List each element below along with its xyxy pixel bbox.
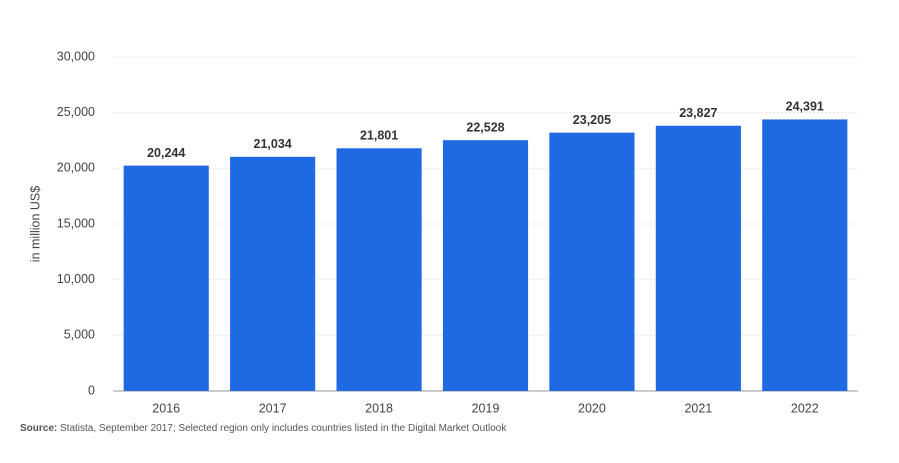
x-tick-label: 2017 (259, 401, 287, 415)
y-axis-label: in million US$ (28, 186, 42, 262)
bar (549, 132, 635, 391)
bar (230, 156, 316, 391)
bar (336, 148, 422, 391)
value-label: 20,244 (147, 146, 185, 160)
y-tick-label: 15,000 (57, 216, 95, 230)
y-tick-label: 25,000 (57, 105, 95, 119)
x-tick-label: 2016 (152, 401, 180, 415)
value-label: 24,391 (786, 100, 824, 114)
x-tick-label: 2020 (578, 401, 606, 415)
bar (655, 125, 741, 391)
value-label: 21,801 (360, 129, 398, 143)
y-tick-label: 5,000 (64, 328, 95, 342)
bar (123, 165, 209, 391)
x-tick-label: 2021 (684, 401, 712, 415)
value-label: 22,528 (466, 120, 504, 134)
source-label: Source: (20, 423, 57, 434)
y-tick-label: 0 (88, 383, 95, 397)
y-tick-label: 10,000 (57, 272, 95, 286)
value-label: 23,205 (573, 113, 611, 127)
value-label: 21,034 (254, 137, 292, 151)
y-tick-label: 20,000 (57, 161, 95, 175)
x-tick-label: 2018 (365, 401, 393, 415)
source-text: Statista, September 2017; Selected regio… (60, 423, 507, 434)
bar (442, 140, 529, 391)
source-note: Source: Statista, September 2017; Select… (20, 423, 507, 434)
y-tick-label: 30,000 (57, 49, 95, 63)
value-label: 23,827 (679, 106, 717, 120)
bar (762, 119, 848, 391)
x-tick-label: 2022 (791, 401, 819, 415)
x-tick-label: 2019 (472, 401, 500, 415)
